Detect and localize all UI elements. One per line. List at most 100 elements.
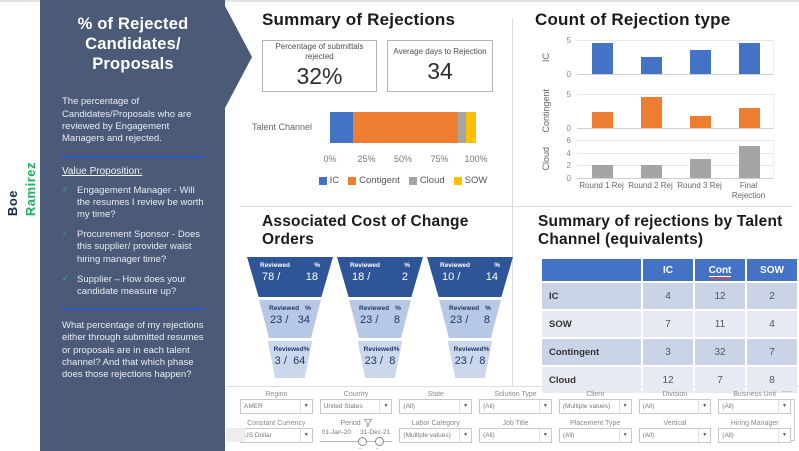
bar-segment-cloud[interactable] (458, 112, 466, 143)
slider-track[interactable] (319, 441, 393, 442)
bar-row-label: Talent Channel (252, 122, 313, 132)
count-bar[interactable] (591, 112, 613, 128)
column-header-sow[interactable]: SOW (747, 259, 797, 281)
table-cell[interactable]: 7 (643, 311, 693, 337)
filter-value: (Multiple values) (562, 403, 611, 410)
filter-dropdown[interactable]: AMER ▼ (240, 399, 313, 414)
bar-segment-sow[interactable] (465, 112, 476, 143)
funnel-layer[interactable]: Reviewed% 78 / 18 (247, 257, 333, 297)
count-bar[interactable] (738, 43, 760, 74)
row-label-ic[interactable]: IC (542, 283, 641, 309)
row-label-cloud[interactable]: Cloud (542, 367, 641, 393)
count-bar[interactable] (591, 165, 613, 178)
count-bar[interactable] (640, 97, 662, 128)
filter-label-text: Placement Type (570, 419, 621, 427)
funnel-layer[interactable]: Reviewed% 23 / 8 (349, 300, 411, 338)
legend-item-contigent[interactable]: Contigent (348, 175, 400, 186)
axis-label-text: Contingent (541, 89, 551, 133)
table-cell[interactable]: 3 (643, 339, 693, 365)
table-cell[interactable]: 2 (747, 283, 797, 309)
table-cell[interactable]: 32 (695, 339, 745, 365)
funnel-layer[interactable]: Reviewed% 23 / 34 (259, 300, 321, 338)
axis-tick: 6 (566, 136, 571, 145)
legend-label: SOW (464, 175, 488, 186)
reviewed-value: 18 / (352, 271, 371, 283)
category-label: Round 1 Rej (579, 181, 624, 190)
funnel-layer[interactable]: Reviewed% 23 / 8 (357, 341, 403, 378)
count-bar[interactable] (640, 165, 662, 178)
filter-dropdown[interactable]: (All) ▼ (718, 399, 791, 414)
filter-dropdown[interactable]: (All) ▼ (399, 399, 473, 414)
value-proposition-list: ✓ Engagement Manager - Will the resumes I… (62, 185, 204, 298)
filter-label-text: Job Title (502, 419, 529, 427)
slider-handle-end[interactable] (374, 437, 384, 446)
filter-value: United States (323, 403, 363, 410)
table-row: Cloud 12 7 8 (542, 367, 797, 393)
funnel-layer-values: 78 / 18 (247, 269, 333, 283)
count-bar[interactable] (738, 146, 760, 178)
funnel-layer[interactable]: Reviewed% 23 / 8 (447, 341, 493, 378)
table-cell[interactable]: 4 (643, 283, 693, 309)
filter-dropdown[interactable]: (Multiple values) ▼ (558, 399, 632, 414)
funnel-layer-header: Reviewed% (349, 300, 411, 312)
filter-dropdown[interactable]: (All) ▼ (638, 399, 712, 414)
scroll-bracket[interactable] (790, 399, 795, 441)
bullet-text: Supplier – How does your candidate measu… (77, 273, 186, 297)
funnel-layer[interactable]: Reviewed% 10 / 14 (427, 257, 513, 297)
table-cell[interactable]: 4 (747, 311, 797, 337)
pct-header: % (494, 262, 500, 269)
row-label-contingent[interactable]: Contingent (542, 339, 641, 365)
legend-item-ic[interactable]: IC (318, 175, 339, 186)
slider-handle-start[interactable] (357, 437, 367, 446)
sidebar-divider (62, 308, 204, 310)
filter-value: (All) (642, 432, 655, 439)
value-proposition-item: ✓ Procurement Sponsor - Does this supplie… (62, 229, 204, 265)
column-header-ic[interactable]: IC (643, 259, 693, 281)
pct-header: % (395, 305, 401, 312)
legend-item-sow[interactable]: SOW (453, 175, 488, 186)
table-cell[interactable]: 12 (695, 283, 745, 309)
count-bar[interactable] (689, 116, 711, 128)
sidebar-question: What percentage of my rejections either … (62, 320, 204, 381)
filter-dropdown[interactable]: (All) ▼ (479, 428, 552, 443)
filter-dropdown[interactable]: (Multiple values) ▼ (399, 428, 473, 443)
filter-value: US Dollar (244, 432, 272, 439)
filter-dropdown[interactable]: (All) ▼ (638, 428, 712, 443)
value-proposition-item: ✓ Supplier – How does your candidate meas… (62, 274, 204, 298)
count-bar[interactable] (689, 159, 711, 178)
table-cell[interactable]: 11 (695, 311, 745, 337)
filter-label-text: State (427, 390, 444, 398)
bar-segment-ic[interactable] (330, 112, 354, 143)
legend-swatch (348, 176, 357, 185)
reviewed-value: 23 / (360, 314, 379, 326)
category-label: Round 3 Rej (677, 181, 722, 190)
funnel-layer[interactable]: Reviewed% 23 / 8 (439, 300, 501, 338)
filter-dropdown[interactable]: United States ▼ (319, 399, 393, 414)
slider-mark: ⌣ (358, 446, 362, 451)
count-bar[interactable] (738, 108, 760, 128)
count-bar[interactable] (591, 43, 613, 74)
filter-dropdown[interactable]: (All) ▼ (718, 428, 791, 443)
column-header-cont[interactable]: Cont (695, 259, 745, 281)
chevron-down-icon: ▼ (459, 400, 471, 413)
bar-segment-contigent[interactable] (353, 112, 459, 143)
funnel-layer[interactable]: Reviewed% 18 / 2 (337, 257, 423, 297)
filter-row-2: Constant Currency US Dollar ▼ Period 01-Jan-… (226, 417, 793, 451)
filter-dropdown[interactable]: US Dollar ▼ (240, 428, 313, 443)
table-cell[interactable]: 12 (643, 367, 693, 393)
pct-value: 18 (305, 271, 318, 283)
legend-item-cloud[interactable]: Cloud (408, 175, 445, 186)
table-cell[interactable]: 7 (747, 339, 797, 365)
table-cell[interactable]: 7 (695, 367, 745, 393)
filter-dropdown[interactable]: (All) ▼ (479, 399, 552, 414)
filter-label: Hiring Manager (718, 418, 791, 428)
count-bar[interactable] (689, 50, 711, 74)
row-label-sow[interactable]: SOW (542, 311, 641, 337)
gridline (577, 140, 773, 141)
count-bar[interactable] (640, 57, 662, 74)
table-cell[interactable]: 8 (747, 367, 797, 393)
funnel-layer[interactable]: Reviewed% 3 / 64 (267, 341, 313, 378)
filter-label: Vertical (639, 418, 712, 428)
filter-dropdown[interactable]: (All) ▼ (558, 428, 632, 443)
filter-label-text: Vertical (663, 419, 687, 427)
